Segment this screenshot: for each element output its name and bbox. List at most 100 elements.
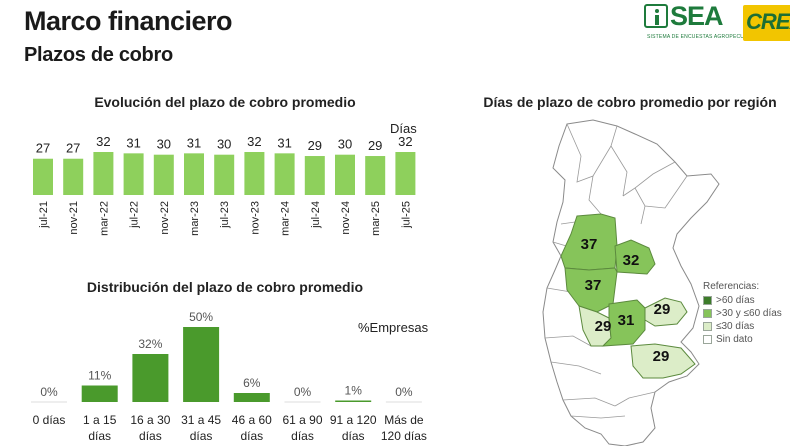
evolution-tick-label: nov-21	[68, 201, 80, 235]
map-legend: Referencias: >60 días >30 y ≤60 días ≤30 d…	[703, 281, 782, 346]
distribution-value-label: 0%	[294, 385, 312, 399]
evolution-tick-label: nov-22	[159, 201, 171, 235]
map-title: Días de plazo de cobro promedio por regi…	[483, 94, 777, 110]
distribution-tick-label: días	[342, 429, 365, 443]
page-title: Marco financiero	[24, 6, 233, 36]
legend-label: ≤30 días	[716, 321, 755, 332]
sea-logo: SEA SISTEMA DE ENCUESTAS AGROPECUARIAS	[644, 1, 760, 44]
distribution-bar	[183, 327, 220, 402]
crea-logo: CREA	[743, 5, 790, 41]
evolution-tick-label: jul-25	[400, 201, 412, 229]
map-region-label: 31	[618, 312, 635, 329]
evolution-tick-label: nov-24	[340, 201, 352, 235]
map-region-label: 29	[654, 301, 671, 318]
evolution-value-label: 30	[338, 137, 352, 152]
evolution-bar	[304, 156, 325, 195]
legend-item: ≤30 días	[703, 320, 782, 333]
legend-title: Referencias:	[703, 281, 760, 292]
distribution-bar	[81, 385, 118, 402]
map-region	[644, 297, 688, 327]
evolution-tick-label: jul-23	[219, 201, 231, 229]
evolution-value-label: 32	[398, 134, 412, 149]
evolution-bar	[335, 154, 355, 195]
distribution-bar	[132, 354, 169, 402]
evolution-value-label: 30	[157, 137, 171, 152]
argentina-region-map: 37 32 37 29 31 29 29	[542, 119, 720, 446]
evolution-value-label: 31	[126, 135, 140, 150]
distribution-tick-label: 31 a 45	[181, 413, 221, 427]
evolution-tick-label: mar-25	[370, 201, 382, 236]
legend-item: Sin dato	[703, 333, 782, 346]
map-region-label: 29	[653, 348, 670, 365]
legend-swatch	[703, 322, 712, 331]
distribution-bar-chart: 0% 0 días 11% 1 a 15 días 32% 16 a 30 días 50% 31…	[31, 310, 427, 443]
evolution-tick-label: mar-22	[98, 201, 110, 236]
distribution-value-label: 11%	[88, 369, 111, 383]
evolution-value-label: 27	[36, 141, 50, 156]
map-region-label: 32	[623, 252, 640, 269]
evolution-tick-label: nov-23	[249, 201, 261, 235]
distribution-chart-title: Distribución del plazo de cobro promedio	[86, 279, 364, 295]
distribution-tick-label: 16 a 30	[130, 413, 170, 427]
evolution-bar	[274, 153, 295, 195]
evolution-value-label: 29	[308, 138, 322, 153]
evolution-bar	[184, 153, 204, 195]
legend-swatch	[703, 296, 712, 305]
evolution-value-label: 27	[66, 141, 80, 156]
evolution-bar	[93, 152, 114, 195]
evolution-unit-label: Días	[390, 121, 417, 136]
sea-logo-tagline: SISTEMA DE ENCUESTAS AGROPECUARIAS	[647, 34, 761, 40]
legend-item: >30 y ≤60 días	[703, 307, 782, 320]
map-region-label: 37	[585, 277, 602, 294]
evolution-bar	[214, 154, 235, 195]
evolution-bar-chart: 27 jul-21 27 nov-21 32 mar-22 31 jul-22 30 nov-22…	[33, 134, 416, 236]
distribution-value-label: 6%	[243, 376, 261, 390]
distribution-tick-label: días	[190, 429, 213, 443]
legend-label: >30 y ≤60 días	[716, 308, 782, 319]
evolution-bar	[244, 152, 265, 195]
evolution-tick-label: jul-21	[38, 201, 50, 229]
map-region	[630, 343, 696, 379]
distribution-bar	[335, 400, 372, 402]
distribution-unit-label: %Empresas	[358, 320, 429, 335]
distribution-bar	[233, 393, 270, 402]
distribution-tick-label: Más de	[384, 413, 424, 427]
distribution-value-label: 0%	[40, 385, 58, 399]
map-region-label: 29	[595, 318, 612, 335]
legend-label: >60 días	[716, 295, 755, 306]
distribution-tick-label: días	[240, 429, 263, 443]
country-outline	[542, 119, 720, 446]
distribution-value-label: 0%	[395, 385, 413, 399]
legend-label: Sin dato	[716, 334, 753, 345]
evolution-value-label: 29	[368, 138, 382, 153]
evolution-value-label: 31	[277, 135, 291, 150]
evolution-bar	[365, 156, 386, 195]
evolution-value-label: 31	[187, 135, 201, 150]
distribution-value-label: 32%	[138, 337, 162, 351]
distribution-tick-label: 91 a 120	[330, 413, 377, 427]
evolution-bar	[123, 153, 144, 195]
evolution-bar	[33, 158, 53, 195]
evolution-bar	[153, 154, 174, 195]
evolution-value-label: 32	[96, 134, 110, 149]
evolution-chart-title: Evolución del plazo de cobro promedio	[94, 94, 356, 110]
evolution-tick-label: mar-24	[280, 201, 292, 236]
evolution-tick-label: jul-24	[310, 201, 322, 229]
distribution-value-label: 1%	[345, 384, 363, 398]
distribution-tick-label: días	[139, 429, 162, 443]
evolution-bar	[395, 152, 416, 195]
distribution-tick-label: días	[291, 429, 314, 443]
legend-item: >60 días	[703, 294, 782, 307]
distribution-tick-label: 120 días	[381, 429, 427, 443]
evolution-bar	[63, 158, 84, 195]
distribution-value-label: 50%	[189, 310, 213, 324]
evolution-value-label: 30	[217, 137, 231, 152]
legend-swatch	[703, 309, 712, 318]
distribution-tick-label: 61 a 90	[282, 413, 322, 427]
page-subtitle: Plazos de cobro	[24, 44, 173, 66]
sea-logo-text: SEA	[670, 1, 724, 31]
distribution-tick-label: días	[88, 429, 111, 443]
legend-swatch	[703, 335, 712, 344]
distribution-tick-label: 46 a 60	[232, 413, 272, 427]
map-region	[601, 299, 646, 347]
